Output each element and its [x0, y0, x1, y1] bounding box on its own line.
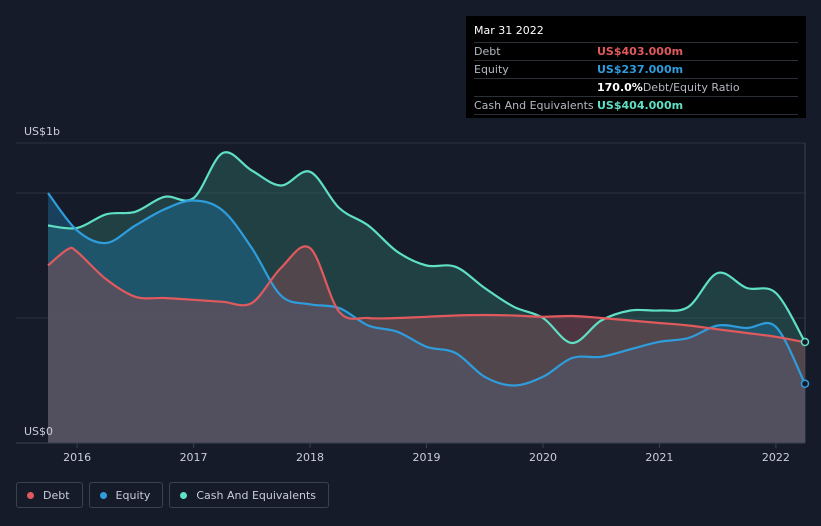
tooltip-value-ratio: 170.0%	[597, 81, 643, 94]
tooltip-value-cash: US$404.000m	[597, 99, 684, 112]
legend-dot-equity	[99, 491, 107, 499]
tooltip-date: Mar 31 2022	[474, 24, 544, 37]
chart-legend: Debt Equity Cash And Equivalents	[16, 482, 329, 508]
tooltip-label: Debt	[474, 45, 501, 58]
chart-axis: US$1b US$0 2016 2017 2018 2019 2020 2021 2022	[16, 125, 805, 464]
tooltip-row-debt: Debt US$403.000m	[474, 42, 798, 60]
area-debt	[48, 246, 805, 443]
tooltip-label	[474, 79, 597, 96]
chart-areas	[48, 152, 805, 443]
y-axis-max-label: US$1b	[24, 125, 60, 138]
tooltip-label: Cash And Equivalents	[474, 99, 594, 112]
tooltip-row-ratio: 170.0% Debt/Equity Ratio	[474, 78, 798, 96]
tooltip-value-debt: US$403.000m	[597, 45, 684, 58]
line-debt	[47, 245, 806, 344]
tooltip-ratio-suffix: Debt/Equity Ratio	[642, 81, 740, 94]
legend-item-equity[interactable]: Equity	[88, 482, 164, 508]
legend-label: Debt	[43, 488, 70, 502]
end-marker-equity	[800, 379, 810, 388]
y-axis-min-label: US$0	[24, 425, 53, 438]
legend-dot-debt	[27, 491, 34, 499]
x-tick-label: 2016	[63, 451, 91, 464]
x-tick-label: 2019	[413, 451, 441, 464]
x-tick-label: 2022	[762, 451, 790, 464]
legend-item-cash[interactable]: Cash And Equivalents	[169, 482, 329, 508]
tooltip-row-cash: Cash And Equivalents US$404.000m	[474, 96, 798, 115]
tooltip-row-equity: Equity US$237.000m	[474, 60, 798, 78]
legend-label: Cash And Equivalents	[196, 488, 316, 502]
legend-label: Equity	[115, 488, 151, 502]
x-tick-label: 2018	[296, 451, 324, 464]
line-equity	[47, 192, 806, 387]
legend-item-debt[interactable]: Debt	[16, 482, 83, 508]
tooltip-label: Equity	[474, 63, 509, 76]
x-tick-label: 2021	[645, 451, 673, 464]
chart-end-markers	[800, 337, 810, 388]
tooltip-value-equity: US$237.000m	[597, 63, 684, 76]
legend-dot-cash	[180, 491, 188, 499]
tooltip-panel: Mar 31 2022 Debt US$403.000m Equity US$2…	[466, 16, 806, 118]
x-tick-label: 2017	[180, 451, 208, 464]
end-marker-cash	[800, 337, 810, 347]
line-cash	[47, 151, 806, 345]
x-tick-label: 2020	[529, 451, 557, 464]
chart-lines	[47, 151, 806, 387]
